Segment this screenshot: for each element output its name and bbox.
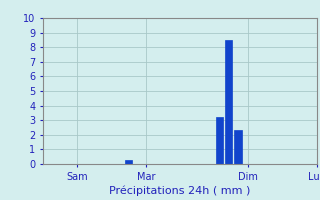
Bar bbox=[125, 160, 132, 164]
Bar bbox=[216, 117, 223, 164]
Bar bbox=[225, 40, 232, 164]
Bar bbox=[234, 130, 242, 164]
X-axis label: Précipitations 24h ( mm ): Précipitations 24h ( mm ) bbox=[109, 186, 251, 196]
